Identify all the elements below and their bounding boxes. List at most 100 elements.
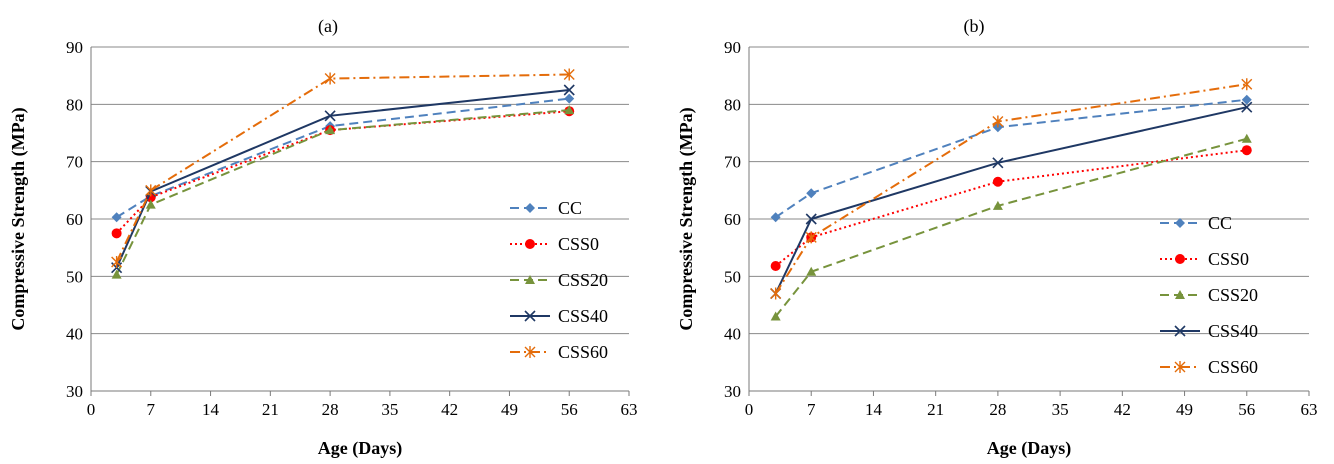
data-point-css40 <box>563 84 575 96</box>
series-css60 <box>770 78 1253 300</box>
x-axis-title: Age (Days) <box>318 438 402 459</box>
x-tick-label: 56 <box>561 400 578 419</box>
legend-item-css40: CSS40 <box>1160 321 1258 341</box>
y-tick-label: 30 <box>66 382 83 401</box>
legend-item-css60: CSS60 <box>510 342 608 362</box>
y-tick-label: 50 <box>66 267 83 286</box>
legend-label: CSS20 <box>558 270 608 290</box>
data-point-css60 <box>992 115 1004 128</box>
y-tick-label: 60 <box>724 210 741 229</box>
legend-item-css60: CSS60 <box>1160 357 1258 377</box>
data-point-cc <box>564 93 575 104</box>
legend-item-css40: CSS40 <box>510 306 608 326</box>
legend-marker-css20 <box>525 275 535 284</box>
y-tick-label: 40 <box>66 325 83 344</box>
series-css60 <box>111 68 575 268</box>
series-line-css60 <box>115 73 570 263</box>
y-tick-label: 70 <box>724 153 741 172</box>
chart-panel-a: (a) 30 40 50 60 70 80 90 0 7 14 21 28 35 42 49 56 63 Age (… <box>8 16 638 459</box>
data-point-css20 <box>1241 133 1252 143</box>
data-point-css40 <box>992 157 1004 169</box>
x-tick-label: 7 <box>147 400 156 419</box>
x-tick-label: 14 <box>202 400 220 419</box>
series-css40 <box>770 101 1253 300</box>
x-tick-label: 0 <box>745 400 754 419</box>
legend-item-css0: CSS0 <box>510 234 599 254</box>
legend-marker-cc <box>1175 218 1185 228</box>
data-point-css40 <box>805 213 817 225</box>
x-tick-label: 7 <box>807 400 816 419</box>
chart-title: (a) <box>318 16 338 37</box>
data-point-cc <box>770 212 781 223</box>
x-tick-label: 49 <box>1176 400 1193 419</box>
data-point-css60 <box>805 231 817 244</box>
series-cc <box>770 94 1252 223</box>
y-tick-label: 90 <box>66 38 83 57</box>
x-tick-label: 21 <box>927 400 944 419</box>
x-tick-label: 56 <box>1238 400 1255 419</box>
x-tick-label: 42 <box>1114 400 1131 419</box>
x-tick-label: 21 <box>262 400 279 419</box>
y-tick-label: 30 <box>724 382 741 401</box>
chart-title: (b) <box>964 16 985 37</box>
data-point-css0 <box>111 228 122 239</box>
series-line-cc <box>775 98 1247 219</box>
y-tick-label: 80 <box>66 95 83 114</box>
legend-label: CSS40 <box>1208 321 1258 341</box>
legend-marker-cc <box>525 203 535 213</box>
data-point-css20 <box>992 200 1003 210</box>
legend-label: CSS0 <box>1208 249 1249 269</box>
chart-panel-b: (b) 30 40 50 60 70 80 90 0 7 14 21 28 35 42 49 56 63 Age (… <box>676 16 1318 459</box>
legend-item-css0: CSS0 <box>1160 249 1249 269</box>
series-css20 <box>111 105 575 279</box>
legend-item-cc: CC <box>510 198 582 218</box>
legend-marker-css40 <box>1174 325 1186 337</box>
series-css0 <box>770 145 1252 272</box>
data-point-css20 <box>806 266 817 276</box>
y-tick-label: 90 <box>724 38 741 57</box>
y-axis-title: Compressive Strength (MPa) <box>8 107 29 330</box>
data-point-css40 <box>324 110 336 122</box>
x-tick-label: 49 <box>501 400 518 419</box>
data-point-css20 <box>770 311 781 321</box>
y-tick-label: 70 <box>66 153 83 172</box>
x-tick-label: 63 <box>621 400 638 419</box>
series-line-css60 <box>774 83 1247 295</box>
y-tick-label: 40 <box>724 325 741 344</box>
data-point-css20 <box>564 105 575 115</box>
data-point-css0 <box>1241 145 1252 156</box>
x-tick-label: 63 <box>1301 400 1318 419</box>
series-line-cc <box>116 97 570 219</box>
data-point-cc <box>806 188 817 199</box>
legend-marker-css0 <box>1175 254 1185 264</box>
legend-label: CSS0 <box>558 234 599 254</box>
legend-marker-css60 <box>1174 361 1186 373</box>
legend-label: CC <box>1208 213 1232 233</box>
legend-marker-css20 <box>1175 290 1185 299</box>
data-point-css60 <box>145 184 157 197</box>
series-line-css0 <box>115 110 570 235</box>
series-line-css40 <box>115 89 570 269</box>
x-tick-label: 35 <box>1052 400 1069 419</box>
data-point-css60 <box>563 68 575 81</box>
data-point-cc <box>1241 94 1252 105</box>
x-tick-label: 0 <box>87 400 96 419</box>
data-point-css40 <box>1241 101 1253 113</box>
legend-label: CSS20 <box>1208 285 1258 305</box>
data-point-css20 <box>145 199 156 209</box>
legend-marker-css0 <box>525 239 535 249</box>
y-tick-label: 50 <box>724 267 741 286</box>
legend-item-cc: CC <box>1160 213 1232 233</box>
x-tick-label: 28 <box>989 400 1006 419</box>
legend-label: CSS60 <box>558 342 608 362</box>
legend-label: CC <box>558 198 582 218</box>
series-line-css40 <box>774 106 1247 294</box>
data-point-css60 <box>324 72 336 85</box>
data-point-css60 <box>111 256 123 268</box>
data-point-css20 <box>325 125 336 135</box>
legend-label: CSS60 <box>1208 357 1258 377</box>
legend-marker-css60 <box>524 346 536 358</box>
series-line-css20 <box>115 109 570 276</box>
y-tick-label: 60 <box>66 210 83 229</box>
legend-marker-css40 <box>524 310 536 322</box>
